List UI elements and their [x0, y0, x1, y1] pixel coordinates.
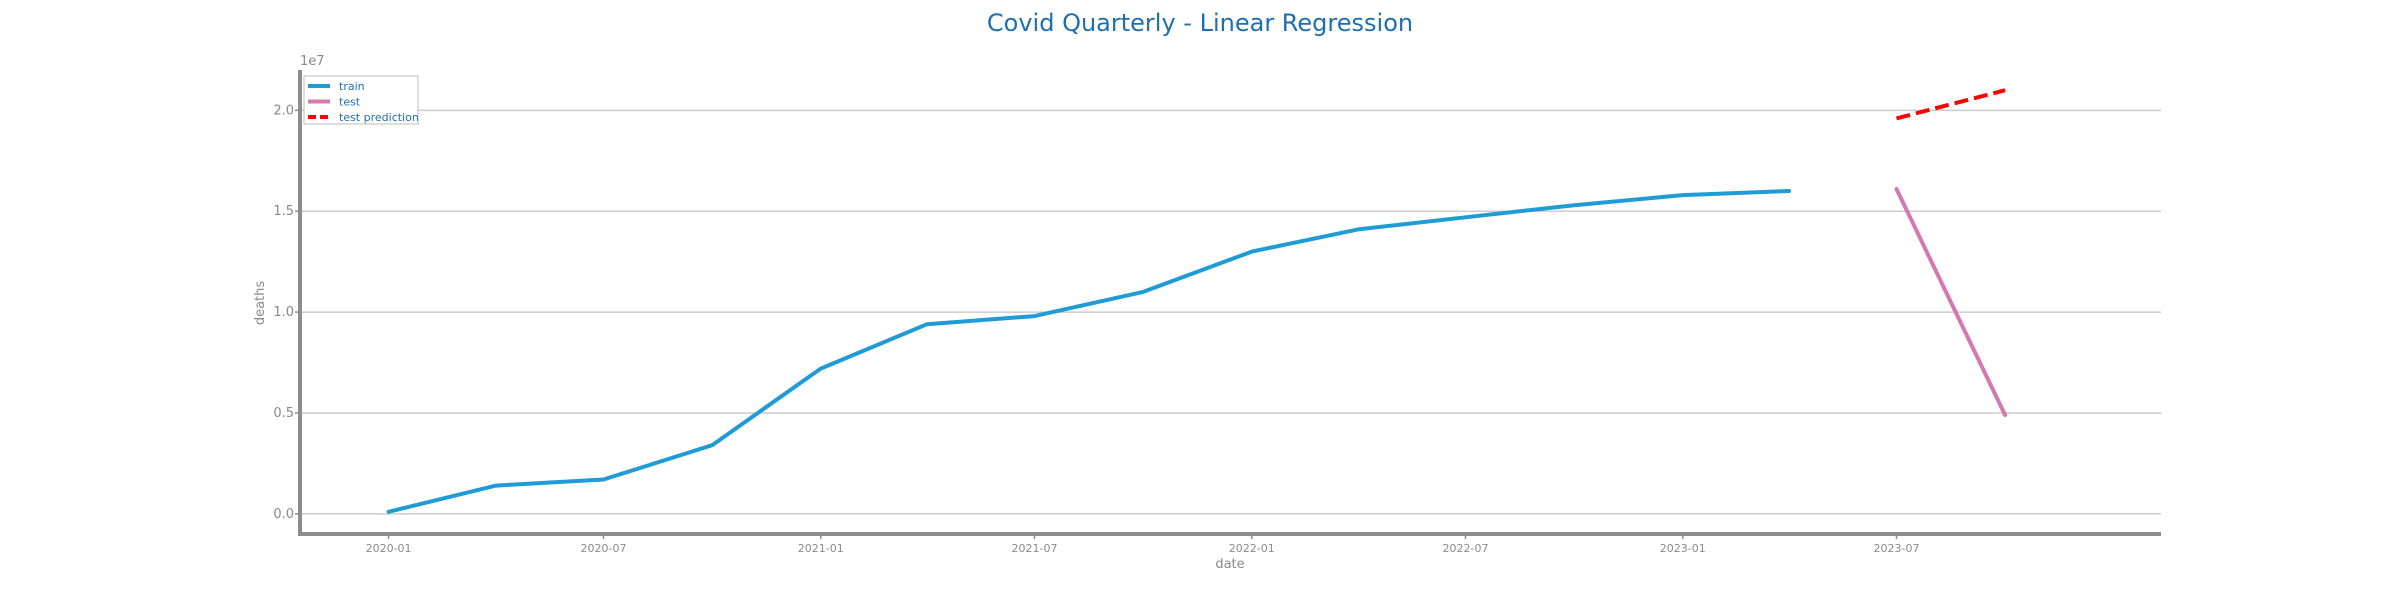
series-layer [386, 88, 2008, 514]
x-axis-ticks: 2020-01 2020-07 2021-01 2021-07 2022-01 2022-… [366, 534, 1920, 555]
y-tick-label: 0.0 [273, 507, 294, 522]
x-tick-label: 2022-01 [1229, 542, 1275, 555]
x-tick-label: 2020-01 [366, 542, 412, 555]
legend-label-train: train [339, 80, 365, 93]
x-tick-label: 2021-01 [798, 542, 844, 555]
y-tick-label: 2.0 [273, 103, 294, 118]
chart-title: Covid Quarterly - Linear Regression [987, 9, 1413, 37]
y-tick-label: 1.0 [273, 305, 294, 320]
y-tick-label: 0.5 [273, 406, 294, 421]
series-line-test-prediction [1895, 88, 2006, 121]
legend: train test test prediction [303, 75, 419, 125]
legend-label-test: test [339, 96, 361, 109]
series-line-test [1894, 187, 2008, 417]
legend-label-test-prediction: test prediction [339, 111, 419, 124]
x-axis-label: date [1215, 557, 1244, 572]
y-axis-label: deaths [253, 281, 268, 326]
y-axis-ticks: 0.0 0.5 1.0 1.5 2.0 [273, 103, 300, 522]
x-tick-label: 2020-07 [580, 542, 626, 555]
x-tick-label: 2023-07 [1874, 542, 1920, 555]
grid [300, 109, 2161, 515]
y-tick-label: 1.5 [273, 204, 294, 219]
y-scale-label: 1e7 [300, 54, 325, 69]
series-line-train [386, 189, 1791, 514]
x-tick-label: 2023-01 [1660, 542, 1706, 555]
x-tick-label: 2021-07 [1011, 542, 1057, 555]
x-tick-label: 2022-07 [1443, 542, 1489, 555]
